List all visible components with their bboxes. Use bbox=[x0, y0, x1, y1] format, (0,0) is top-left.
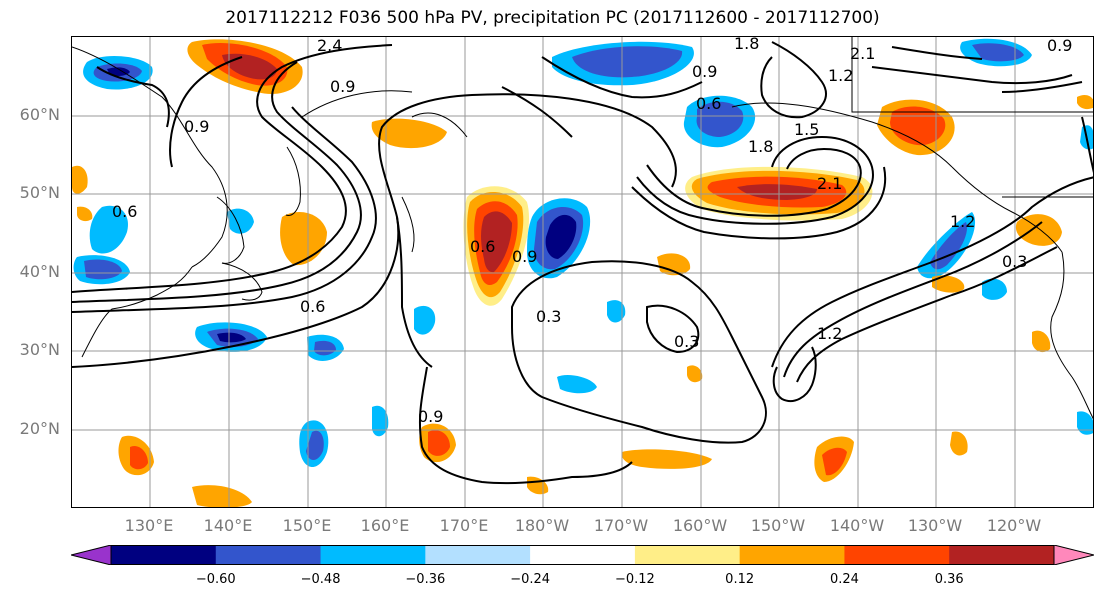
colorbar-extend-low bbox=[70, 544, 112, 566]
contour-label: 0.9 bbox=[184, 117, 209, 136]
contour-label: 0.6 bbox=[470, 237, 495, 256]
colorbar-swatch bbox=[530, 545, 636, 565]
colorbar-swatch bbox=[320, 545, 426, 565]
contour-label: 1.8 bbox=[734, 37, 759, 53]
colorbar bbox=[70, 544, 1095, 569]
lat-label-60n: 60°N bbox=[19, 105, 60, 124]
colorbar-tick-label: −0.48 bbox=[300, 572, 341, 587]
colorbar-tick-label: −0.12 bbox=[614, 572, 655, 587]
map-canvas: 2.4 0.9 1.8 2.1 1.2 0.9 0.6 1.5 1.8 2.1 … bbox=[72, 37, 1093, 507]
lon-label-120w: 120°W bbox=[986, 516, 1042, 535]
lat-label-40n: 40°N bbox=[19, 262, 60, 281]
contour-label: 0.3 bbox=[674, 332, 699, 351]
colorbar-swatch bbox=[634, 545, 741, 565]
contour-label: 0.9 bbox=[512, 247, 537, 266]
colorbar-tick-label: −0.36 bbox=[405, 572, 446, 587]
colorbar-swatch bbox=[739, 545, 845, 565]
colorbar-swatch bbox=[111, 545, 217, 565]
lon-label-170e: 170°E bbox=[439, 516, 489, 535]
contour-label: 2.4 bbox=[317, 37, 342, 55]
contour-label: 0.9 bbox=[330, 77, 355, 96]
colorbar-tick-label: 0.24 bbox=[829, 572, 859, 587]
colorbar-tick-label: 0.36 bbox=[934, 572, 964, 587]
lat-label-50n: 50°N bbox=[19, 183, 60, 202]
contour-labels: 2.4 0.9 1.8 2.1 1.2 0.9 0.6 1.5 1.8 2.1 … bbox=[112, 37, 1072, 426]
lon-label-140w: 140°W bbox=[829, 516, 885, 535]
colorbar-tick-label: −0.24 bbox=[510, 572, 551, 587]
lon-label-150w: 150°W bbox=[750, 516, 806, 535]
lon-label-180w: 180°W bbox=[514, 516, 570, 535]
lon-label-130e: 130°E bbox=[124, 516, 174, 535]
lat-label-30n: 30°N bbox=[19, 340, 60, 359]
contour-label: 0.6 bbox=[112, 202, 137, 221]
pv-contours bbox=[72, 41, 1093, 485]
map-title: 2017112212 F036 500 hPa PV, precipitatio… bbox=[225, 8, 880, 28]
lon-label-160e: 160°E bbox=[360, 516, 410, 535]
colorbar-extend-high bbox=[1053, 544, 1095, 566]
contour-label: 1.8 bbox=[748, 137, 773, 156]
lon-label-140e: 140°E bbox=[203, 516, 253, 535]
contour-label: 0.6 bbox=[696, 94, 721, 113]
colorbar-swatch bbox=[844, 545, 950, 565]
colorbar-tick-label: −0.60 bbox=[195, 572, 236, 587]
colorbar-swatch bbox=[215, 545, 322, 565]
lon-label-170w: 170°W bbox=[593, 516, 649, 535]
colorbar-swatch bbox=[949, 545, 1055, 565]
lat-label-20n: 20°N bbox=[19, 419, 60, 438]
contour-label: 0.9 bbox=[418, 407, 443, 426]
contour-label: 1.5 bbox=[794, 120, 819, 139]
colorbar-swatches bbox=[70, 544, 1095, 566]
coastlines bbox=[72, 37, 1093, 420]
lon-label-160w: 160°W bbox=[672, 516, 728, 535]
contour-label: 0.6 bbox=[300, 297, 325, 316]
contour-label: 0.9 bbox=[1047, 37, 1072, 55]
contour-label: 0.3 bbox=[1002, 252, 1027, 271]
contour-label: 0.9 bbox=[692, 62, 717, 81]
lon-label-150e: 150°E bbox=[282, 516, 332, 535]
colorbar-outline bbox=[110, 545, 1055, 565]
contour-label: 2.1 bbox=[850, 44, 875, 63]
lon-label-130w: 130°W bbox=[907, 516, 963, 535]
map-panel: 2.4 0.9 1.8 2.1 1.2 0.9 0.6 1.5 1.8 2.1 … bbox=[71, 36, 1094, 508]
contour-label: 1.2 bbox=[950, 212, 975, 231]
graticule bbox=[72, 37, 1093, 507]
colorbar-swatch bbox=[425, 545, 531, 565]
contour-label: 0.3 bbox=[536, 307, 561, 326]
colorbar-tick-label: 0.12 bbox=[725, 572, 755, 587]
contour-label: 1.2 bbox=[828, 66, 853, 85]
contour-label: 2.1 bbox=[817, 174, 842, 193]
contour-label: 1.2 bbox=[817, 324, 842, 343]
